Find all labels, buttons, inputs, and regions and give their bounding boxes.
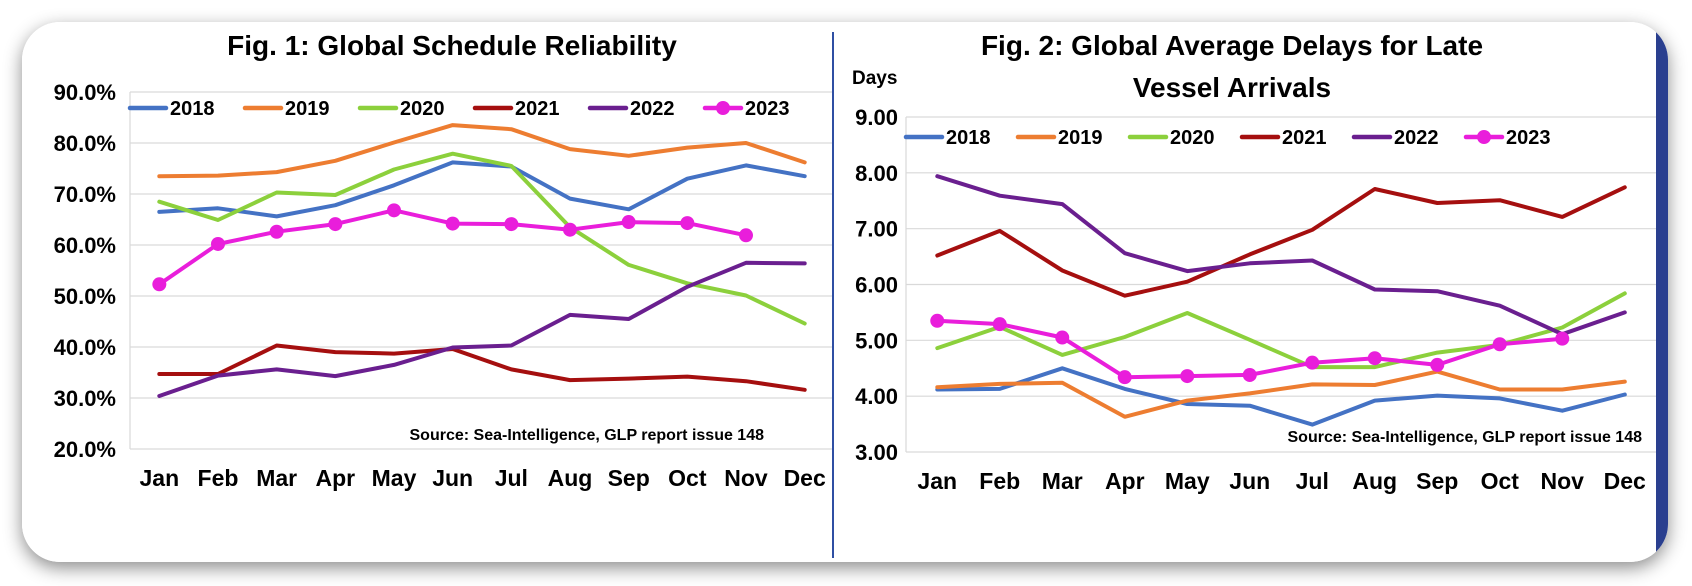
y-tick-label: 40.0% — [54, 335, 116, 360]
data-point-2023 — [930, 313, 945, 328]
data-point-2023 — [1430, 357, 1445, 372]
y-tick-label: 90.0% — [54, 80, 116, 105]
y-tick-label: 9.00 — [855, 105, 898, 130]
frame-edge-bar — [1656, 22, 1668, 562]
series-line-2019 — [935, 369, 1627, 419]
legend-marker-2023 — [716, 101, 730, 115]
x-tick-label: Jan — [917, 468, 957, 494]
chart-title-line: Fig. 2: Global Average Delays for Late — [981, 30, 1483, 61]
data-point-2023 — [680, 216, 695, 231]
legend-label-2021: 2021 — [515, 98, 560, 120]
data-point-2023 — [328, 217, 343, 232]
y-axis-label: Days — [852, 68, 897, 89]
data-point-2023 — [1555, 331, 1570, 346]
chart-title: Fig. 1: Global Schedule Reliability — [227, 30, 677, 61]
figure-frame: 20.0% 30.0% 40.0% 50.0% 60.0% 70.0% 80.0% 90.0%… — [22, 22, 1668, 562]
legend-label-2019: 2019 — [1058, 127, 1103, 149]
data-point-2023 — [152, 277, 167, 292]
source-note: Source: Sea-Intelligence, GLP report iss… — [410, 427, 765, 444]
legend-label-2022: 2022 — [1394, 127, 1439, 149]
legend-label-2020: 2020 — [1170, 127, 1215, 149]
data-point-2023 — [739, 228, 753, 243]
data-point-2023 — [992, 317, 1007, 332]
series-line-2022 — [157, 260, 807, 398]
legend-label-2021: 2021 — [1282, 127, 1327, 149]
x-tick-label: Jul — [495, 465, 528, 491]
data-point-2023 — [1492, 337, 1507, 352]
data-point-2023 — [211, 236, 225, 251]
panel-divider — [832, 32, 834, 558]
x-tick-label: May — [1165, 468, 1210, 494]
legend-label-2019: 2019 — [285, 98, 330, 120]
y-tick-label: 6.00 — [855, 273, 898, 298]
series-line-2020 — [157, 151, 807, 326]
y-tick-label: 7.00 — [855, 217, 898, 242]
x-tick-label: Oct — [668, 465, 707, 491]
x-tick-label: Jan — [140, 465, 180, 491]
legend-marker-2023 — [1477, 130, 1491, 144]
x-tick-label: Jun — [432, 465, 473, 491]
data-point-2023 — [1055, 330, 1070, 345]
legend-label-2022: 2022 — [630, 98, 675, 120]
y-tick-label: 30.0% — [54, 386, 116, 411]
x-tick-label: May — [372, 465, 417, 491]
x-tick-label: Aug — [548, 465, 593, 491]
data-point-2023 — [445, 216, 460, 231]
x-tick-label: Dec — [1604, 468, 1646, 494]
data-point-2023 — [269, 224, 284, 239]
x-tick-label: Mar — [1042, 468, 1083, 494]
y-tick-label: 50.0% — [54, 284, 116, 309]
series-line-2020 — [935, 291, 1627, 370]
legend-label-2023: 2023 — [1506, 127, 1551, 149]
x-tick-label: Feb — [979, 468, 1020, 494]
x-tick-label: Sep — [608, 465, 650, 491]
x-tick-label: Jul — [1296, 468, 1329, 494]
data-point-2023 — [387, 203, 401, 218]
chart-panel-schedule-reliability: 20.0% 30.0% 40.0% 50.0% 60.0% 70.0% 80.0% 90.0%… — [22, 22, 834, 562]
y-tick-label: 20.0% — [54, 437, 116, 462]
x-tick-label: Jun — [1229, 468, 1270, 494]
y-tick-label: 70.0% — [54, 182, 116, 207]
x-tick-label: Feb — [198, 465, 239, 491]
x-tick-label: Oct — [1481, 468, 1520, 494]
data-point-2023 — [1367, 351, 1382, 366]
data-point-2023 — [1117, 370, 1132, 385]
x-tick-label: Mar — [256, 465, 297, 491]
chart-panel-average-delays: 3.00 4.00 5.00 6.00 7.00 8.00 9.00 Jan Feb Mar Apr… — [834, 22, 1668, 562]
source-note: Source: Sea-Intelligence, GLP report iss… — [1288, 429, 1643, 446]
chart-title-line: Vessel Arrivals — [1133, 72, 1331, 103]
data-point-2023 — [1242, 367, 1257, 382]
x-tick-label: Nov — [724, 465, 768, 491]
y-tick-label: 8.00 — [855, 161, 898, 186]
data-point-2023 — [563, 222, 577, 237]
series-line-2022 — [935, 174, 1627, 337]
series-line-2021 — [935, 185, 1627, 298]
y-tick-label: 80.0% — [54, 131, 116, 156]
chart-svg-1: 20.0% 30.0% 40.0% 50.0% 60.0% 70.0% 80.0% 90.0%… — [54, 30, 834, 491]
x-tick-label: Sep — [1416, 468, 1458, 494]
series-line-2018 — [157, 160, 807, 219]
chart-svg-2: 3.00 4.00 5.00 6.00 7.00 8.00 9.00 Jan Feb Mar Apr… — [852, 30, 1656, 494]
x-tick-label: Dec — [784, 465, 826, 491]
x-tick-label: Aug — [1352, 468, 1397, 494]
x-tick-label: Apr — [316, 465, 356, 491]
series-line-2021 — [157, 343, 807, 392]
series-line-2018 — [935, 366, 1627, 427]
legend-label-2023: 2023 — [745, 98, 790, 120]
data-point-2023 — [621, 215, 636, 230]
y-tick-label: 5.00 — [855, 328, 898, 353]
legend-label-2018: 2018 — [946, 127, 991, 149]
data-point-2023 — [1305, 355, 1320, 370]
x-tick-label: Apr — [1105, 468, 1145, 494]
data-point-2023 — [1180, 369, 1195, 384]
x-tick-label: Nov — [1541, 468, 1585, 494]
y-tick-label: 3.00 — [855, 440, 898, 465]
data-point-2023 — [504, 217, 519, 232]
y-tick-label: 60.0% — [54, 233, 116, 258]
legend-label-2020: 2020 — [400, 98, 445, 120]
series-line-2019 — [157, 123, 807, 179]
legend-label-2018: 2018 — [170, 98, 215, 120]
y-tick-label: 4.00 — [855, 384, 898, 409]
